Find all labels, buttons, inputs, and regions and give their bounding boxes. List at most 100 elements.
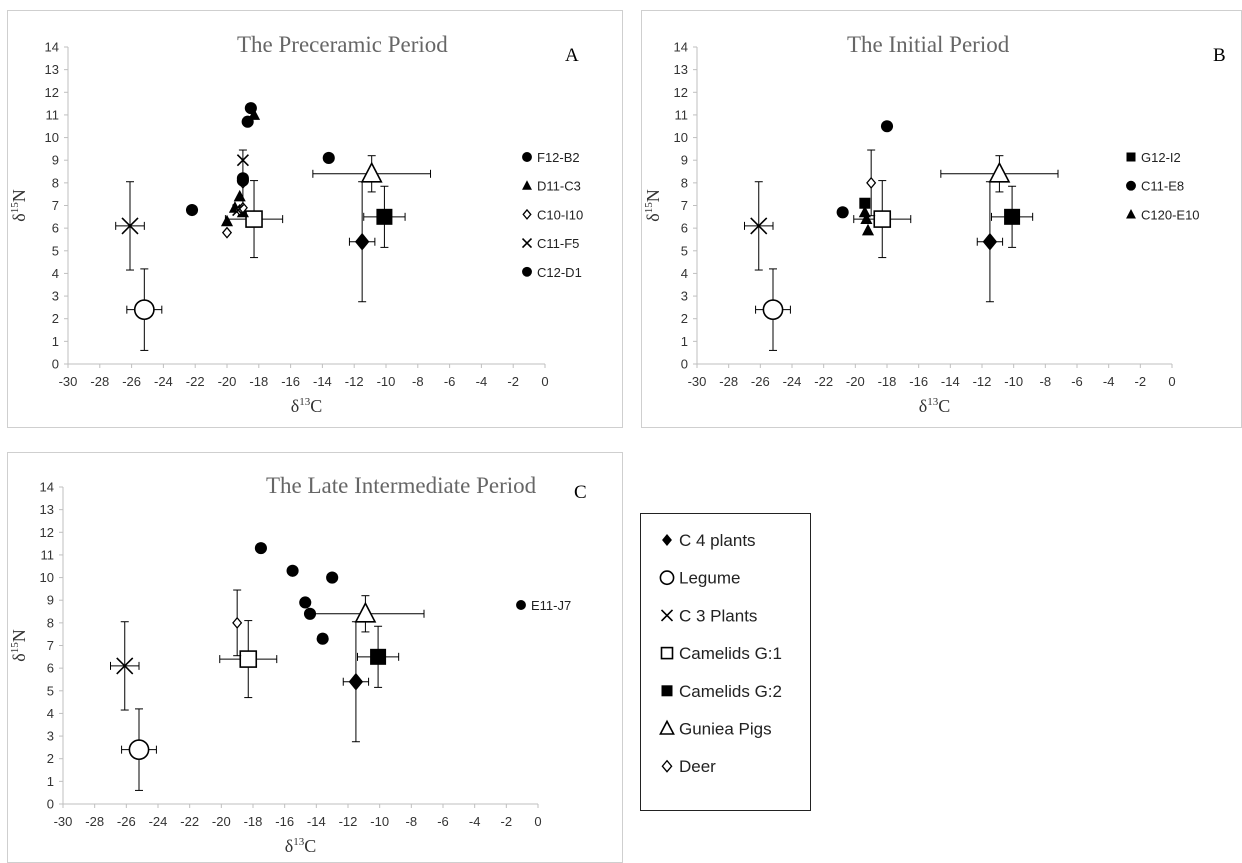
x-tick-label: -14 (313, 374, 332, 389)
reference-legend-item-c3: C 3 Plants (660, 606, 757, 625)
reference-points (115, 149, 432, 351)
legend-label: F12-B2 (537, 150, 580, 165)
x-axis-label: δ13C (919, 396, 951, 416)
ref-marker-gpig (354, 601, 377, 623)
x-tick-label: -10 (370, 814, 389, 829)
legend-marker (521, 238, 533, 249)
y-tick-label: 8 (47, 615, 54, 630)
x-tick-label: -20 (212, 814, 231, 829)
y-tick-label: 0 (52, 357, 59, 372)
ref-marker-deer (866, 176, 877, 189)
x-tick-label: -20 (846, 374, 865, 389)
data-point (236, 172, 249, 185)
ref-legume (121, 708, 157, 791)
y-tick-label: 10 (45, 130, 59, 145)
data-point (316, 632, 329, 645)
ref-legume (755, 268, 791, 351)
x-tick-label: -10 (1004, 374, 1023, 389)
ref-camg1 (224, 180, 284, 259)
series-F12-B2 (185, 151, 335, 217)
legend-marker (1126, 180, 1136, 191)
ref-c3 (115, 181, 145, 271)
data-point (244, 102, 257, 115)
x-tick-label: 0 (541, 374, 548, 389)
ref-marker-c3 (116, 657, 134, 675)
data-point (254, 542, 267, 555)
legend-label: D11-C3 (537, 179, 581, 194)
x-tick-label: 0 (534, 814, 541, 829)
x-tick-label: -2 (507, 374, 519, 389)
x-tick-label: -4 (476, 374, 488, 389)
ref-marker-gpig (360, 161, 383, 183)
legend-label-camg1: Camelids G:1 (679, 644, 782, 663)
sample-points (836, 120, 894, 236)
series-C11-E8 (836, 120, 894, 219)
legend-marker-camg1 (660, 646, 674, 660)
data-point (859, 197, 871, 209)
reference-legend-item-deer: Deer (661, 757, 716, 776)
y-axis-label: δ15N (9, 189, 29, 221)
y-tick-label: 5 (681, 243, 688, 258)
y-tick-label: 1 (681, 334, 688, 349)
y-tick-label: 12 (40, 525, 54, 540)
reference-legend-item-gpig: Guniea Pigs (659, 720, 772, 739)
x-tick-label: -22 (814, 374, 833, 389)
y-tick-label: 13 (45, 62, 59, 77)
series-E11-J7 (254, 542, 339, 645)
x-tick-label: -18 (249, 374, 268, 389)
legend-label-legume: Legume (679, 569, 740, 588)
x-tick-label: -4 (1103, 374, 1115, 389)
x-tick-label: -12 (339, 814, 358, 829)
x-tick-label: -12 (973, 374, 992, 389)
x-tick-label: -30 (59, 374, 78, 389)
ref-marker-c4 (348, 672, 364, 691)
ref-camg1 (853, 180, 912, 259)
ref-camg2 (357, 625, 400, 688)
y-tick-label: 4 (52, 266, 59, 281)
x-tick-label: -2 (501, 814, 513, 829)
ref-legume (126, 268, 163, 351)
data-point (236, 154, 249, 167)
y-tick-label: 8 (681, 175, 688, 190)
x-tick-label: -2 (1135, 374, 1147, 389)
ref-marker-c4 (354, 232, 370, 251)
legend-marker-c4 (662, 533, 672, 547)
y-tick-label: 14 (674, 40, 688, 55)
data-point (237, 201, 248, 214)
reference-legend-item-camg2: Camelids G:2 (661, 682, 782, 701)
ref-marker-camg2 (1004, 208, 1021, 225)
ref-c4 (976, 181, 1004, 303)
ref-deer (232, 589, 243, 657)
panel-letter: C (574, 482, 587, 503)
legend-label: E11-J7 (531, 598, 571, 613)
legend-label-deer: Deer (679, 757, 716, 776)
chart-title: The Initial Period (847, 32, 1010, 57)
data-point (880, 120, 894, 133)
x-tick-label: -4 (469, 814, 481, 829)
ref-marker-legume (133, 299, 155, 321)
y-axis-label: δ15N (643, 189, 663, 221)
y-tick-label: 12 (45, 85, 59, 100)
y-tick-label: 9 (52, 153, 59, 168)
x-tick-label: -28 (85, 814, 104, 829)
y-tick-label: 4 (681, 266, 688, 281)
ref-c3 (744, 181, 774, 271)
y-tick-label: 4 (47, 706, 54, 721)
y-tick-label: 6 (47, 661, 54, 676)
data-point (836, 206, 849, 219)
legend-label-c3: C 3 Plants (679, 606, 757, 625)
x-tick-label: -24 (154, 374, 173, 389)
y-tick-label: 11 (46, 107, 60, 122)
legend-label-camg2: Camelids G:2 (679, 682, 782, 701)
x-tick-label: -22 (180, 814, 199, 829)
y-tick-label: 3 (52, 289, 59, 304)
data-point (286, 564, 299, 577)
x-tick-label: -14 (307, 814, 326, 829)
ref-marker-c3 (750, 217, 768, 235)
x-tick-label: -16 (275, 814, 294, 829)
x-tick-label: -10 (377, 374, 396, 389)
ref-camg1 (219, 620, 278, 699)
